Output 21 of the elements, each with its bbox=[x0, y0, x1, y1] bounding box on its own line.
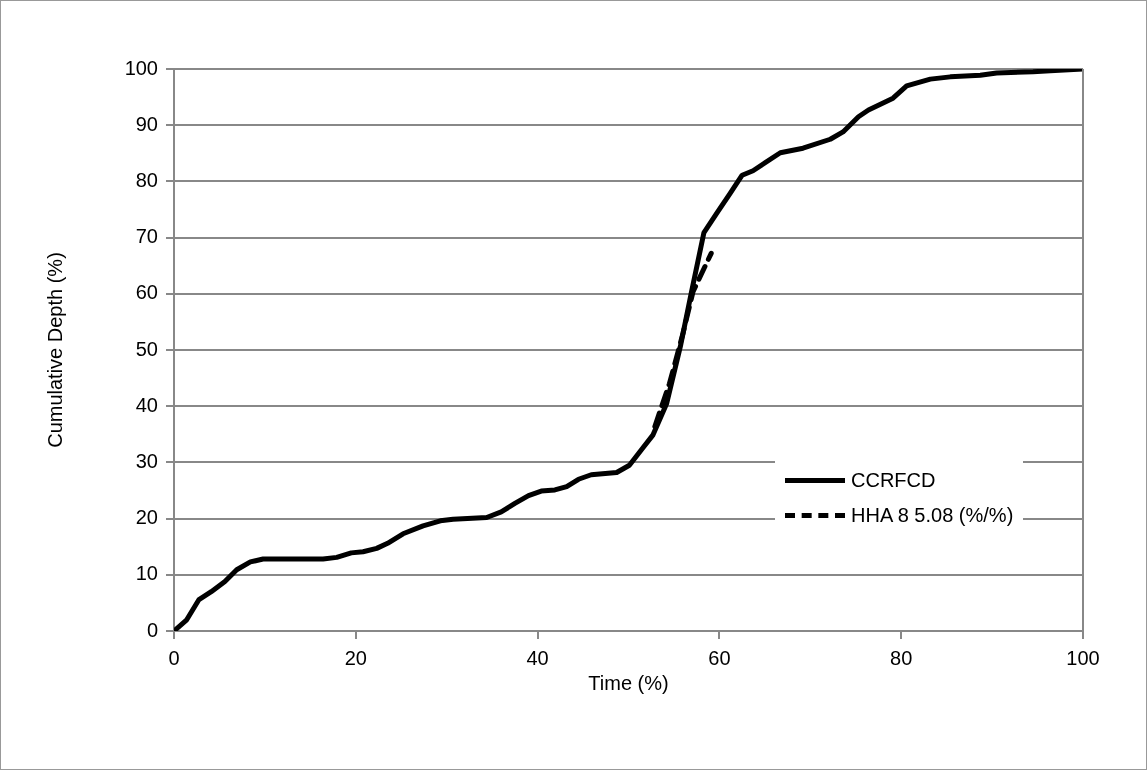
y-tick-label: 80 bbox=[135, 168, 158, 191]
x-axis-title: Time (%) bbox=[588, 671, 669, 694]
y-axis-title: Cumulative Depth (%) bbox=[43, 252, 66, 448]
y-tick-label: 50 bbox=[135, 337, 158, 360]
x-tick-label: 40 bbox=[526, 646, 549, 669]
y-tick-label: 90 bbox=[135, 112, 158, 135]
y-tick-label: 40 bbox=[135, 393, 158, 416]
y-tick-label: 100 bbox=[124, 56, 158, 79]
x-tick-label: 20 bbox=[344, 646, 367, 669]
legend-label: CCRFCD bbox=[851, 469, 936, 493]
x-tick-label: 80 bbox=[890, 646, 913, 669]
y-tick-label: 20 bbox=[135, 506, 158, 529]
x-tick-label: 0 bbox=[168, 646, 180, 669]
y-tick-label: 30 bbox=[135, 449, 158, 472]
y-tick-label: 60 bbox=[135, 281, 158, 304]
y-tick-label: 10 bbox=[135, 562, 158, 585]
legend-label: HHA 8 5.08 (%/%) bbox=[851, 504, 1014, 528]
y-tick-label: 0 bbox=[146, 618, 158, 641]
x-tick-label: 100 bbox=[1066, 646, 1100, 669]
x-tick-label: 60 bbox=[708, 646, 731, 669]
y-tick-label: 70 bbox=[135, 225, 158, 248]
